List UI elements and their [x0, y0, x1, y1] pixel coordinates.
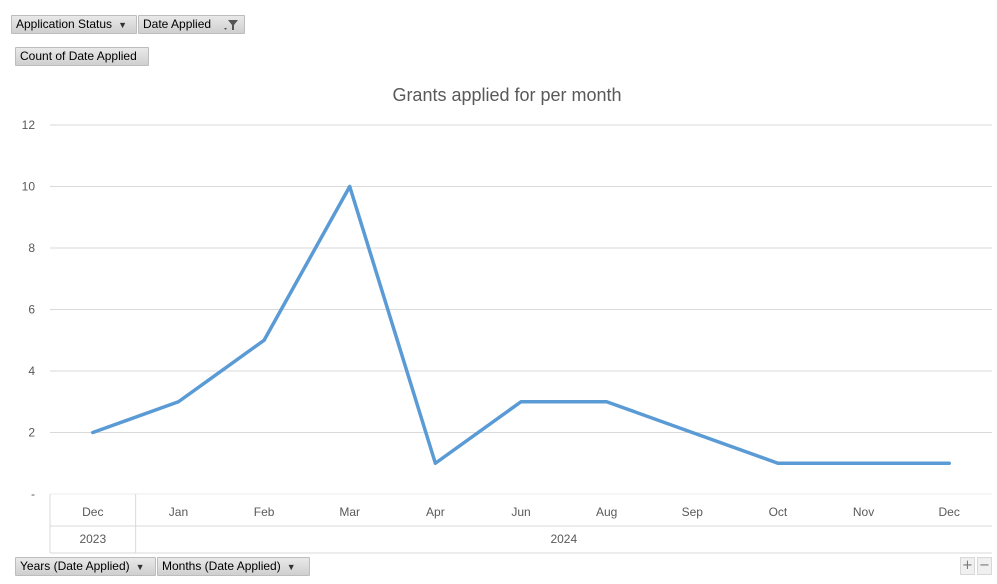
months-axis-label: Months (Date Applied)	[162, 559, 281, 573]
data-point	[947, 461, 951, 465]
values-field-label: Count of Date Applied	[20, 49, 137, 63]
y-tick-label: -	[31, 487, 35, 501]
x-year-label: 2023	[79, 532, 106, 546]
data-point	[262, 338, 266, 342]
data-point	[91, 431, 95, 434]
y-tick-label: 8	[28, 241, 35, 255]
x-category-label: Sep	[682, 505, 704, 519]
collapse-field-button[interactable]: −	[977, 557, 992, 575]
chevron-down-icon: ▼	[135, 562, 145, 572]
x-axis-categories: Dec Jan Feb Mar Apr Jun Aug Sep Oct Nov Dec 2023 202…	[49, 493, 992, 554]
filter-icon	[224, 20, 238, 30]
chevron-down-icon: ▼	[286, 562, 296, 572]
x-category-label: Mar	[339, 505, 360, 519]
years-axis-button[interactable]: Years (Date Applied) ▼	[15, 557, 156, 576]
x-category-label: Nov	[853, 505, 874, 519]
y-tick-label: 6	[28, 303, 35, 317]
data-point	[519, 400, 523, 404]
series-layer	[91, 184, 951, 465]
expand-field-button[interactable]: +	[960, 557, 975, 575]
x-category-label: Aug	[596, 505, 617, 519]
data-point	[605, 400, 609, 404]
chart-title: Grants applied for per month	[392, 85, 621, 105]
x-category-label: Jan	[169, 505, 188, 519]
application-status-label: Application Status	[16, 17, 113, 31]
data-point	[176, 400, 180, 404]
x-category-label: Dec	[939, 505, 960, 519]
x-category-label: Oct	[769, 505, 788, 519]
y-axis-ticks: - 2 4 6 8 10 12	[22, 118, 36, 501]
x-year-label: 2024	[550, 532, 577, 546]
data-point	[776, 461, 780, 465]
date-applied-filter-button[interactable]: Date Applied	[138, 15, 245, 34]
grid-layer	[50, 124, 992, 433]
series-line	[91, 184, 951, 465]
top-strip	[0, 0, 997, 8]
data-point	[862, 461, 866, 465]
chevron-down-icon: ▼	[118, 20, 127, 30]
x-category-label: Apr	[426, 505, 445, 519]
months-axis-button[interactable]: Months (Date Applied) ▼	[157, 557, 310, 576]
values-field-button[interactable]: Count of Date Applied	[15, 47, 149, 66]
data-point	[348, 185, 352, 188]
y-tick-label: 12	[22, 118, 36, 132]
years-axis-label: Years (Date Applied)	[20, 559, 130, 573]
data-point	[690, 431, 694, 434]
y-tick-label: 10	[22, 180, 36, 194]
y-tick-label: 2	[28, 426, 35, 440]
date-applied-label: Date Applied	[143, 17, 212, 31]
data-point	[433, 461, 437, 465]
x-category-label: Feb	[254, 505, 275, 519]
x-category-label: Dec	[82, 505, 103, 519]
y-tick-label: 4	[28, 364, 35, 378]
x-category-label: Jun	[511, 505, 530, 519]
application-status-filter-button[interactable]: Application Status ▼	[11, 15, 137, 34]
